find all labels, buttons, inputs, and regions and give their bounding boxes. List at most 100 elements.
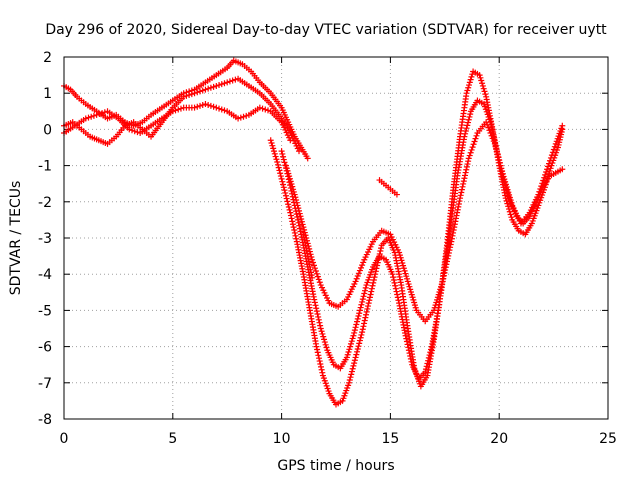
data-point [466, 82, 473, 89]
data-point [443, 258, 450, 265]
data-point [541, 174, 548, 181]
data-point [439, 278, 446, 285]
data-point [373, 265, 380, 272]
data-point [492, 143, 499, 150]
data-point [243, 112, 250, 119]
data-point [364, 303, 371, 310]
data-point [294, 216, 301, 223]
data-point [291, 227, 298, 234]
data-point [393, 191, 400, 198]
data-point [489, 135, 496, 142]
y-tick-label: -3 [38, 231, 52, 247]
x-tick-label: 25 [599, 431, 617, 447]
data-point [296, 225, 303, 232]
data-point [458, 186, 465, 193]
data-point [542, 171, 549, 178]
data-point [536, 188, 543, 195]
data-point [282, 189, 289, 196]
data-point [312, 302, 319, 309]
data-point [407, 355, 414, 362]
data-point [285, 170, 292, 177]
data-point [216, 82, 223, 89]
data-point [505, 189, 512, 196]
data-point [550, 146, 557, 153]
data-point [540, 177, 547, 184]
data-point [348, 368, 355, 375]
data-point [281, 187, 288, 194]
data-point [237, 114, 244, 121]
data-point [425, 357, 432, 364]
data-point [316, 355, 323, 362]
data-point [502, 181, 509, 188]
data-point [389, 271, 396, 278]
data-point [391, 279, 398, 286]
data-point [290, 188, 297, 195]
data-point [131, 128, 138, 135]
data-point [288, 181, 295, 188]
data-point [352, 278, 359, 285]
data-point [537, 185, 544, 192]
data-point [394, 294, 401, 301]
data-point [546, 157, 553, 164]
data-point [318, 366, 325, 373]
data-point [293, 235, 300, 242]
data-point [224, 79, 231, 86]
data-marks [61, 57, 566, 408]
data-point [199, 87, 206, 94]
data-point [129, 127, 135, 134]
data-point [351, 327, 358, 334]
data-point [400, 265, 407, 272]
data-point [457, 195, 464, 202]
data-point [280, 156, 287, 163]
data-point [351, 329, 358, 336]
data-point [390, 274, 397, 281]
data-point [480, 85, 487, 92]
data-point [291, 229, 298, 236]
data-point [368, 285, 375, 292]
data-point [362, 314, 369, 321]
data-point [406, 350, 413, 357]
data-point [359, 326, 366, 333]
data-point [490, 138, 497, 145]
y-tick-label: -5 [38, 303, 52, 319]
data-point [240, 113, 247, 120]
data-point [180, 93, 187, 100]
data-point [289, 218, 296, 225]
data-point [288, 215, 295, 222]
x-tick-labels: 0 5 10 15 20 25 [60, 431, 617, 447]
data-point [407, 288, 414, 295]
data-point [294, 214, 301, 221]
data-point [313, 305, 320, 312]
data-point [392, 282, 399, 289]
data-point [545, 163, 552, 170]
data-point [278, 175, 285, 182]
data-point [276, 167, 283, 174]
data-point [392, 285, 399, 292]
data-point [430, 307, 437, 314]
data-point [259, 105, 266, 112]
data-point [322, 341, 329, 348]
data-point [361, 317, 368, 324]
data-point [467, 149, 474, 156]
data-point [465, 155, 472, 162]
data-point [308, 254, 315, 261]
data-point [353, 275, 360, 282]
data-point [274, 161, 281, 168]
data-point [544, 166, 551, 173]
data-point [404, 275, 411, 282]
data-point [361, 290, 368, 297]
data-point [221, 107, 228, 114]
data-point [444, 255, 451, 262]
data-point [362, 284, 369, 291]
series-track-c [61, 101, 294, 144]
data-point [549, 149, 556, 156]
data-point [289, 221, 296, 228]
data-point [484, 121, 491, 128]
data-point [479, 80, 486, 87]
data-point [287, 209, 294, 216]
grid-lines [64, 57, 608, 419]
data-point [485, 124, 492, 131]
data-point [352, 324, 359, 331]
data-point [226, 78, 233, 85]
y-tick-label: 1 [43, 86, 52, 102]
